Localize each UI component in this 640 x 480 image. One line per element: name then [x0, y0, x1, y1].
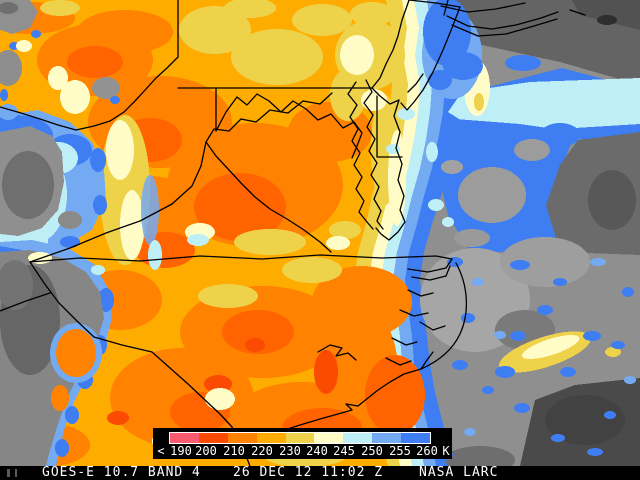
legend-color-segment [372, 433, 402, 443]
pamlico-sound-rivers [385, 289, 446, 366]
satellite-map [0, 0, 640, 466]
long-island-coast [440, 0, 586, 37]
delaware-md-border [376, 95, 403, 158]
nj-north-border [408, 0, 461, 8]
legend-tick-labels: <190 200 210 220 230 240 245 250 255 260 K [153, 428, 452, 459]
legend-tick-label: 260 [416, 444, 438, 458]
ohio-river-border [0, 56, 179, 131]
potomac-upper [215, 93, 363, 159]
legend-color-segment [401, 433, 431, 443]
legend-tick-label: 230 [279, 444, 301, 458]
legend-tick-label: 200 [195, 444, 217, 458]
nc-tn-border [29, 261, 95, 338]
warm-streak [499, 331, 591, 373]
product-label: GOES-E 10.7 BAND 4 [42, 465, 201, 480]
chesapeake-east-shore [363, 79, 384, 230]
western-cloud-mass [0, 0, 120, 466]
legend-tick-label: 220 [251, 444, 273, 458]
legend-color-segment [256, 433, 286, 443]
tn-border-west [0, 292, 51, 312]
wv-va-border [205, 92, 333, 143]
ky-va-border [29, 141, 207, 263]
legend-tick-label: < [157, 444, 165, 458]
legend-color-segment [343, 433, 373, 443]
legend-color-segment [170, 433, 199, 443]
legend-tick-label: 210 [223, 444, 245, 458]
nj-coast [400, 6, 461, 111]
va-nc-border [29, 254, 453, 263]
legend-tick-label: 240 [306, 444, 328, 458]
wv-va-south-border [205, 141, 332, 253]
warm-cloud-cells [0, 2, 425, 466]
delaware-bay [371, 73, 424, 105]
legend-tick-label: 190 [170, 444, 192, 458]
state-borders [0, 0, 586, 466]
timestamp-label: 26 DEC 12 11:02 Z [233, 465, 384, 480]
delmarva-coast [375, 99, 406, 241]
temperature-legend: <190 200 210 220 230 240 245 250 255 260 K [153, 428, 452, 459]
edge-artifact [15, 469, 17, 477]
legend-tick-label: 255 [389, 444, 411, 458]
agency-label: NASA LARC [419, 465, 499, 480]
legend-color-segment [314, 433, 344, 443]
cape-lookout [317, 344, 434, 370]
albemarle-sound [407, 258, 453, 281]
chesapeake-west-shore [347, 81, 374, 230]
legend-colorbar [169, 432, 431, 444]
legend-color-segment [198, 433, 228, 443]
legend-tick-label: 250 [361, 444, 383, 458]
legend-color-segment [227, 433, 257, 443]
status-bar: GOES-E 10.7 BAND 4 26 DEC 12 11:02 Z NAS… [0, 466, 640, 480]
legend-tick-label: 245 [333, 444, 355, 458]
outer-banks [420, 262, 468, 370]
legend-color-segment [285, 433, 315, 443]
edge-artifact [7, 469, 10, 477]
legend-tick-label: K [442, 444, 450, 458]
delaware-river-border [371, 0, 410, 89]
